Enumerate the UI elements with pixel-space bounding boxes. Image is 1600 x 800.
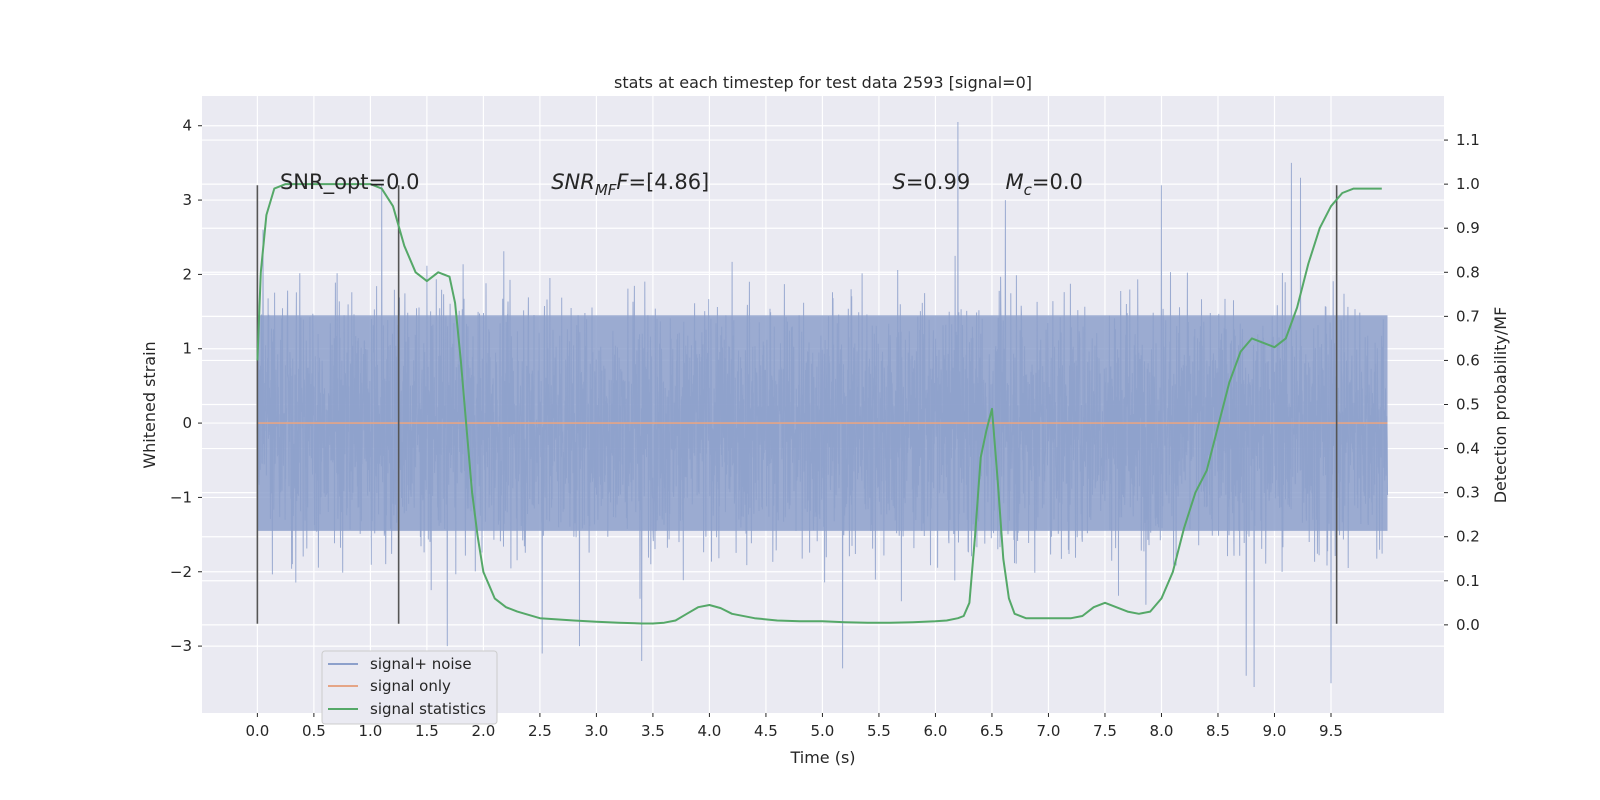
x-tick-label: 2.0 [471, 722, 495, 740]
y-left-tick-label: 1 [182, 340, 192, 358]
x-tick-label: 5.5 [867, 722, 891, 740]
x-tick-label: 4.0 [697, 722, 721, 740]
annotation-s-stat: S=0.99 [893, 170, 971, 194]
y-left-tick-label: −2 [170, 563, 192, 581]
legend-label-signal-statistics: signal statistics [370, 700, 486, 718]
y-axis-label-right: Detection probability/MF [1491, 307, 1510, 504]
annotations: SNR_opt=0.0 SNRMFF=[4.86] S=0.99 Mc=0.0 [280, 170, 1083, 199]
annotation-snr-mf: SNRMFF=[4.86] [551, 170, 709, 199]
x-tick-label: 8.0 [1150, 722, 1174, 740]
x-tick-label: 9.0 [1263, 722, 1287, 740]
y-left-tick-label: 0 [182, 414, 192, 432]
legend-box [321, 650, 498, 725]
y-right-tick-label: 0.1 [1456, 572, 1480, 590]
y-left-tick-label: 3 [182, 191, 192, 209]
y-right-tick-label: 0.6 [1456, 351, 1480, 369]
x-tick-label: 9.5 [1319, 722, 1343, 740]
x-tick-label: 4.5 [754, 722, 778, 740]
x-tick-label: 0.0 [245, 722, 269, 740]
y-right-tick-label: 0.3 [1456, 484, 1480, 502]
annotation-snr-opt: SNR_opt=0.0 [280, 170, 420, 195]
signal-statistics-line [256, 183, 1382, 625]
series-signal-statistics [256, 183, 1382, 625]
y-left-tick-label: 2 [182, 265, 192, 283]
x-tick-label: 2.5 [528, 722, 552, 740]
y-axis-label-left: Whitened strain [140, 341, 159, 468]
y-right-tick-label: 0.7 [1456, 307, 1480, 325]
y-right-tick-label: 0.8 [1456, 263, 1480, 281]
x-tick-label: 3.0 [584, 722, 608, 740]
y-right-tick-label: 0.0 [1456, 616, 1480, 634]
y-right-tick-label: 0.4 [1456, 440, 1480, 458]
legend-label-signal-only: signal only [370, 677, 451, 695]
y-left-tick-label: 4 [182, 117, 192, 135]
x-tick-label: 1.5 [415, 722, 439, 740]
x-tick-label: 6.0 [924, 722, 948, 740]
annotation-mc: Mc=0.0 [1006, 170, 1083, 199]
x-tick-label: 0.5 [302, 722, 326, 740]
y-right-tick-label: 1.1 [1456, 131, 1480, 149]
y-left-tick-label: −3 [170, 637, 192, 655]
x-axis-label: Time (s) [789, 748, 855, 767]
y-right-tick-label: 1.0 [1456, 175, 1480, 193]
x-tick-label: 8.5 [1206, 722, 1230, 740]
x-tick-label: 6.5 [980, 722, 1004, 740]
noise-line [256, 121, 1388, 688]
vertical-markers [256, 185, 1338, 624]
tick-labels: 0.0 0.5 1.0 1.5 2.0 2.5 3.0 3.5 4.0 4.5 5.0 5.5 6.0 6… [170, 117, 1480, 740]
x-tick-label: 7.0 [1037, 722, 1061, 740]
y-right-tick-label: 0.9 [1456, 219, 1480, 237]
x-tick-label: 7.5 [1093, 722, 1117, 740]
y-right-tick-label: 0.2 [1456, 528, 1480, 546]
x-tick-label: 5.0 [811, 722, 835, 740]
y-left-tick-label: −1 [170, 488, 192, 506]
legend-label-signal-noise: signal+ noise [370, 655, 472, 673]
chart-title: stats at each timestep for test data 259… [614, 73, 1032, 92]
x-tick-label: 1.0 [358, 722, 382, 740]
y-right-tick-label: 0.5 [1456, 396, 1480, 414]
legend: signal+ noise signal only signal statist… [321, 650, 498, 725]
x-tick-label: 3.5 [641, 722, 665, 740]
